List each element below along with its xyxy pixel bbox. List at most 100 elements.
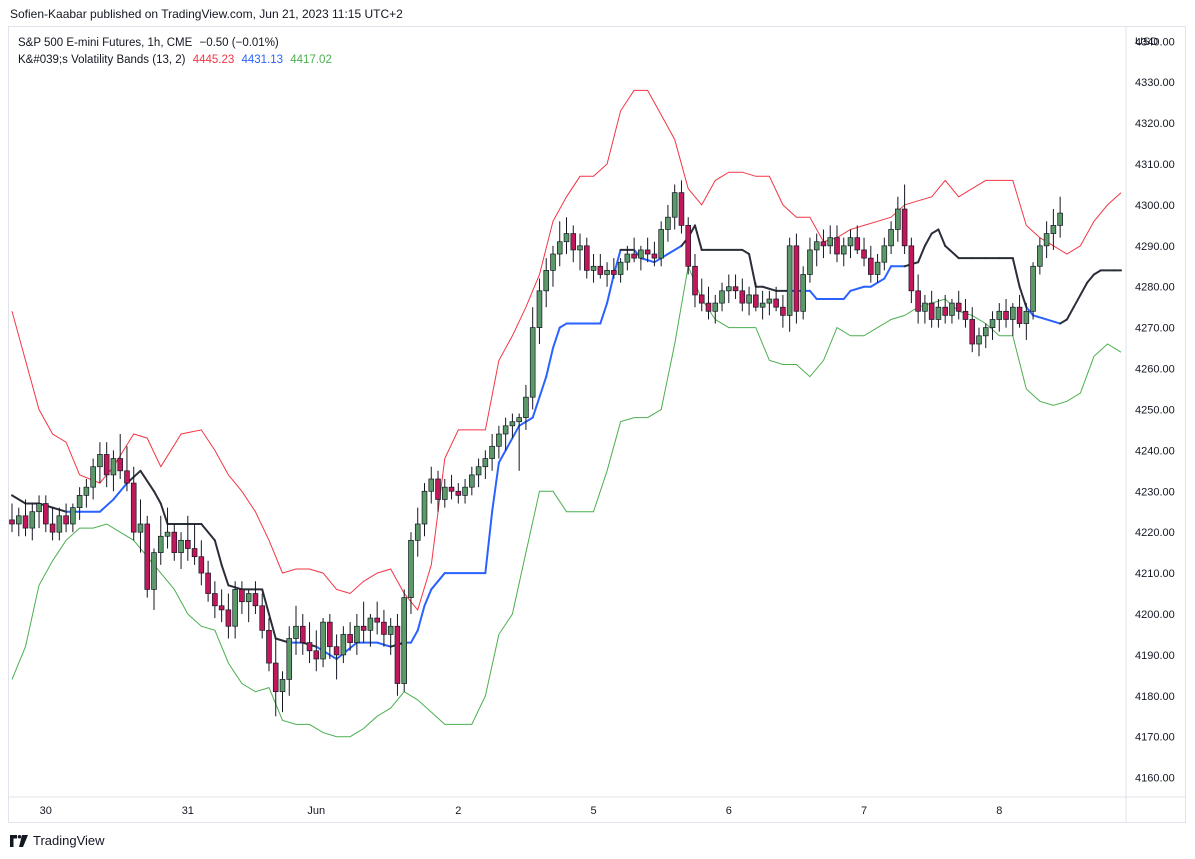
candle bbox=[313, 630, 320, 672]
candle bbox=[76, 487, 83, 520]
candle-body bbox=[604, 270, 610, 275]
candle bbox=[1037, 237, 1043, 275]
candle bbox=[496, 425, 502, 459]
candle bbox=[9, 503, 15, 533]
candle bbox=[922, 294, 928, 324]
candle bbox=[22, 499, 29, 537]
candle bbox=[185, 515, 191, 561]
time-tick-label: 31 bbox=[182, 805, 194, 817]
middle-band-segment bbox=[1072, 293, 1082, 309]
candle-body bbox=[509, 421, 516, 427]
candle bbox=[847, 229, 854, 259]
candle-body bbox=[469, 474, 475, 488]
middle-band-segment bbox=[869, 277, 886, 288]
middle-band-segment bbox=[409, 629, 419, 644]
price-tick-label: 4160.00 bbox=[1135, 773, 1175, 785]
candle-body bbox=[387, 625, 394, 635]
middle-band-segment bbox=[200, 522, 216, 542]
candle bbox=[786, 237, 793, 332]
candle-body bbox=[1003, 310, 1009, 320]
candle-body bbox=[279, 679, 286, 693]
candle bbox=[989, 311, 996, 340]
lower-band-value: 4417.02 bbox=[290, 54, 332, 66]
indicator-legend-row[interactable]: K&#039;s Volatility Bands (13, 2) 4445.2… bbox=[18, 52, 336, 69]
candle bbox=[124, 446, 130, 492]
candle-body bbox=[137, 523, 144, 533]
time-tick-label: 8 bbox=[996, 805, 1002, 817]
candle bbox=[428, 466, 435, 504]
candle-body bbox=[665, 216, 671, 230]
candle-body bbox=[888, 229, 894, 247]
candle bbox=[408, 532, 414, 614]
tradingview-footer[interactable]: TradingView bbox=[10, 833, 105, 848]
candle-body bbox=[205, 572, 211, 594]
candle bbox=[441, 478, 448, 508]
candle bbox=[394, 613, 401, 696]
candle bbox=[692, 254, 698, 308]
candle-body bbox=[367, 617, 374, 631]
candle bbox=[252, 581, 259, 614]
middle-band-segment bbox=[1086, 273, 1095, 284]
candle bbox=[110, 450, 117, 492]
candle bbox=[773, 286, 779, 312]
candle-body bbox=[617, 261, 624, 275]
candle-body bbox=[793, 245, 800, 312]
middle-band-segment bbox=[98, 498, 115, 513]
candle-body bbox=[29, 511, 36, 529]
middle-band-segment bbox=[267, 612, 277, 640]
candle bbox=[171, 523, 178, 561]
candle bbox=[996, 303, 1003, 332]
candle-body bbox=[218, 605, 225, 611]
candle bbox=[245, 589, 252, 623]
candle bbox=[70, 503, 76, 533]
middle-band-segment bbox=[761, 285, 778, 292]
time-axis[interactable]: 30 31 Jun 2 5 6 7 8 bbox=[40, 805, 1003, 817]
price-tick-label: 4260.00 bbox=[1135, 364, 1175, 376]
candle-body bbox=[678, 192, 685, 226]
candle bbox=[232, 581, 238, 639]
candle-body bbox=[245, 593, 252, 603]
candle bbox=[414, 507, 421, 557]
candle bbox=[617, 258, 624, 283]
price-tick-label: 4240.00 bbox=[1135, 445, 1175, 457]
candle-body bbox=[516, 417, 522, 423]
symbol-legend-row[interactable]: S&P 500 E-mini Futures, 1h, CME −0.50 (−… bbox=[18, 35, 336, 52]
price-tick-label: 4220.00 bbox=[1135, 527, 1175, 539]
candle bbox=[671, 184, 678, 230]
candle bbox=[103, 442, 110, 488]
candle-body bbox=[570, 233, 577, 251]
candle-body bbox=[868, 257, 874, 275]
middle-band-segment bbox=[1011, 257, 1021, 288]
price-tick-label: 4230.00 bbox=[1135, 486, 1175, 498]
candle-body bbox=[962, 310, 969, 320]
price-axis[interactable]: 4340.00 4330.00 4320.00 4310.00 4300.00 4290.… bbox=[1135, 36, 1175, 784]
price-tick-label: 4170.00 bbox=[1135, 732, 1175, 744]
candle bbox=[651, 241, 658, 267]
time-tick-label: 30 bbox=[40, 805, 52, 817]
middle-band-segment bbox=[748, 253, 757, 288]
lower-band-line bbox=[11, 264, 1122, 738]
candle-body bbox=[726, 286, 732, 292]
candle bbox=[327, 613, 333, 659]
candle-body bbox=[272, 662, 279, 693]
candle bbox=[895, 196, 901, 242]
candle-body bbox=[820, 241, 827, 247]
publisher-line: Sofien-Kaabar published on TradingView.c… bbox=[10, 7, 403, 21]
candle bbox=[360, 601, 367, 643]
candle-body bbox=[22, 515, 29, 529]
candle bbox=[435, 470, 441, 512]
candle bbox=[1003, 299, 1009, 328]
candle bbox=[712, 294, 719, 324]
candle-body bbox=[590, 265, 597, 271]
candle-body bbox=[976, 335, 982, 345]
candle bbox=[475, 458, 482, 488]
candle bbox=[1016, 294, 1023, 328]
candle-body bbox=[698, 294, 705, 304]
candle bbox=[807, 237, 813, 283]
candle-body bbox=[144, 523, 151, 590]
candle bbox=[29, 503, 36, 541]
candle-body bbox=[56, 515, 63, 533]
candle-body bbox=[834, 237, 840, 255]
candle bbox=[556, 221, 563, 267]
